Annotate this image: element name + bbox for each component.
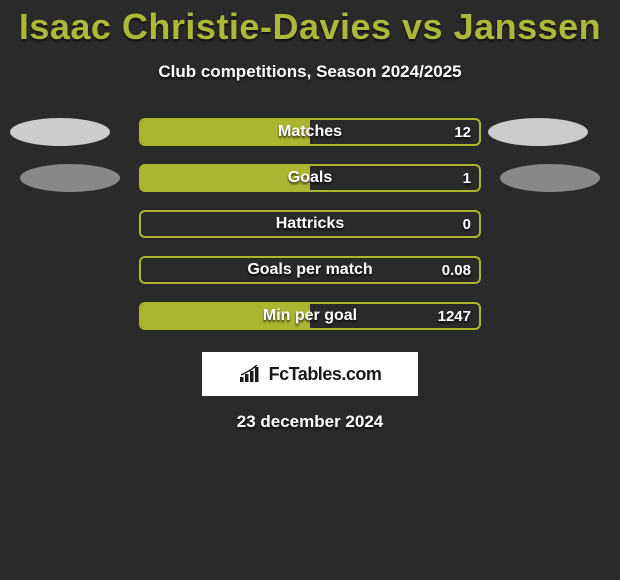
bar-chart-icon	[239, 365, 263, 383]
stat-label: Hattricks	[276, 215, 344, 233]
stat-row: Matches 12	[0, 118, 620, 146]
subtitle: Club competitions, Season 2024/2025	[158, 62, 461, 82]
stat-label: Min per goal	[263, 307, 357, 325]
stat-row: Goals 1	[0, 164, 620, 192]
stat-bar: Hattricks 0	[139, 210, 481, 238]
stat-bar: Matches 12	[139, 118, 481, 146]
date-text: 23 december 2024	[237, 412, 384, 432]
stat-row: Goals per match 0.08	[0, 256, 620, 284]
stat-value-right: 0.08	[442, 262, 471, 279]
indicator-oval-right	[488, 118, 588, 146]
stat-value-right: 1	[463, 170, 471, 187]
indicator-oval-left	[10, 118, 110, 146]
stat-label: Goals per match	[247, 261, 372, 279]
indicator-oval-right	[500, 164, 600, 192]
comparison-widget: Isaac Christie-Davies vs Janssen Club co…	[0, 0, 620, 580]
stat-value-right: 0	[463, 216, 471, 233]
stat-value-right: 1247	[438, 308, 471, 325]
stat-row: Min per goal 1247	[0, 302, 620, 330]
source-badge-text: FcTables.com	[269, 364, 382, 385]
stat-bar: Goals 1	[139, 164, 481, 192]
stat-label: Matches	[278, 123, 342, 141]
stat-bar: Goals per match 0.08	[139, 256, 481, 284]
stat-bar: Min per goal 1247	[139, 302, 481, 330]
source-badge[interactable]: FcTables.com	[202, 352, 418, 396]
stat-label: Goals	[288, 169, 332, 187]
bar-fill-left	[141, 166, 310, 190]
stat-row: Hattricks 0	[0, 210, 620, 238]
stat-value-right: 12	[454, 124, 471, 141]
indicator-oval-left	[20, 164, 120, 192]
page-title: Isaac Christie-Davies vs Janssen	[19, 6, 601, 48]
stats-container: Matches 12 Goals 1 Hattricks	[0, 118, 620, 330]
